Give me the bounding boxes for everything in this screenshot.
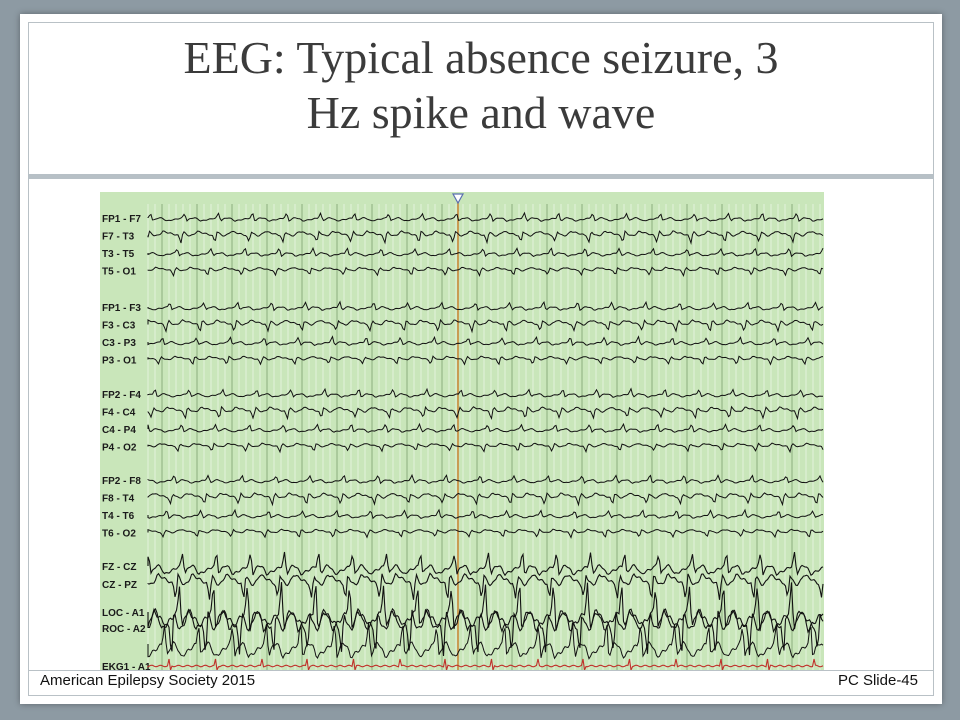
eeg-trace [147, 387, 824, 399]
eeg-recording: FP1 - F7 F7 - T3 T3 - T5 T5 - O1 FP1 - F3 F3 … [100, 192, 824, 670]
ekg-trace [147, 658, 824, 670]
eeg-trace [147, 422, 824, 434]
eeg-trace [147, 355, 824, 366]
channel-label: FP1 - F3 [102, 303, 141, 314]
footer-source: American Epilepsy Society 2015 [40, 672, 256, 689]
channel-label: F4 - C4 [102, 408, 136, 419]
channel-label: T3 - T5 [102, 249, 135, 260]
eeg-trace [147, 266, 824, 278]
channel-label: C4 - P4 [102, 425, 136, 436]
footer-divider [28, 670, 934, 671]
channel-label: FP1 - F7 [102, 214, 141, 225]
channel-label: C3 - P3 [102, 338, 136, 349]
eeg-tracing: FP1 - F7 F7 - T3 T3 - T5 T5 - O1 FP1 - F3 F3 … [100, 192, 824, 670]
channel-label: F7 - T3 [102, 232, 135, 243]
channel-label: P3 - O1 [102, 356, 137, 367]
eeg-trace [147, 572, 824, 600]
slide: EEG: Typical absence seizure, 3 Hz spike… [20, 14, 942, 704]
channel-label: T6 - O2 [102, 529, 136, 540]
eeg-trace [147, 492, 824, 507]
eeg-trace [147, 230, 824, 245]
eeg-trace [147, 335, 824, 347]
slide-title: EEG: Typical absence seizure, 3 Hz spike… [20, 30, 942, 140]
channel-label: LOC - A1 [102, 608, 145, 619]
channel-label: F3 - C3 [102, 321, 136, 332]
eeg-trace [147, 473, 824, 485]
channel-label: FP2 - F8 [102, 476, 141, 487]
eeg-trace [147, 300, 824, 312]
title-line-1: EEG: Typical absence seizure, 3 [183, 32, 779, 83]
eeg-trace [147, 551, 824, 577]
channel-label: EKG1 - A1 [102, 662, 151, 670]
channel-label: CZ - PZ [102, 580, 137, 591]
channel-label: P4 - O2 [102, 443, 137, 454]
eeg-trace [147, 607, 824, 657]
eeg-trace [147, 528, 824, 539]
eeg-trace [147, 508, 823, 520]
eeg-background [100, 192, 824, 670]
eeg-trace [147, 246, 824, 258]
event-marker-icon [451, 193, 465, 205]
slide-frame [28, 22, 934, 696]
eeg-trace [147, 622, 824, 660]
eeg-trace [147, 211, 824, 223]
channel-label: FP2 - F4 [102, 390, 141, 401]
title-divider [28, 174, 934, 179]
channel-label: F8 - T4 [102, 494, 135, 505]
title-line-2: Hz spike and wave [306, 87, 656, 138]
footer-slide-number: PC Slide-45 [837, 672, 918, 689]
channel-label: T4 - T6 [102, 511, 135, 522]
eeg-trace [147, 405, 824, 421]
eeg-trace [147, 318, 824, 334]
channel-label: T5 - O1 [102, 267, 136, 278]
eeg-trace [147, 442, 824, 454]
channel-label: FZ - CZ [102, 562, 136, 573]
channel-label: ROC - A2 [102, 624, 146, 635]
